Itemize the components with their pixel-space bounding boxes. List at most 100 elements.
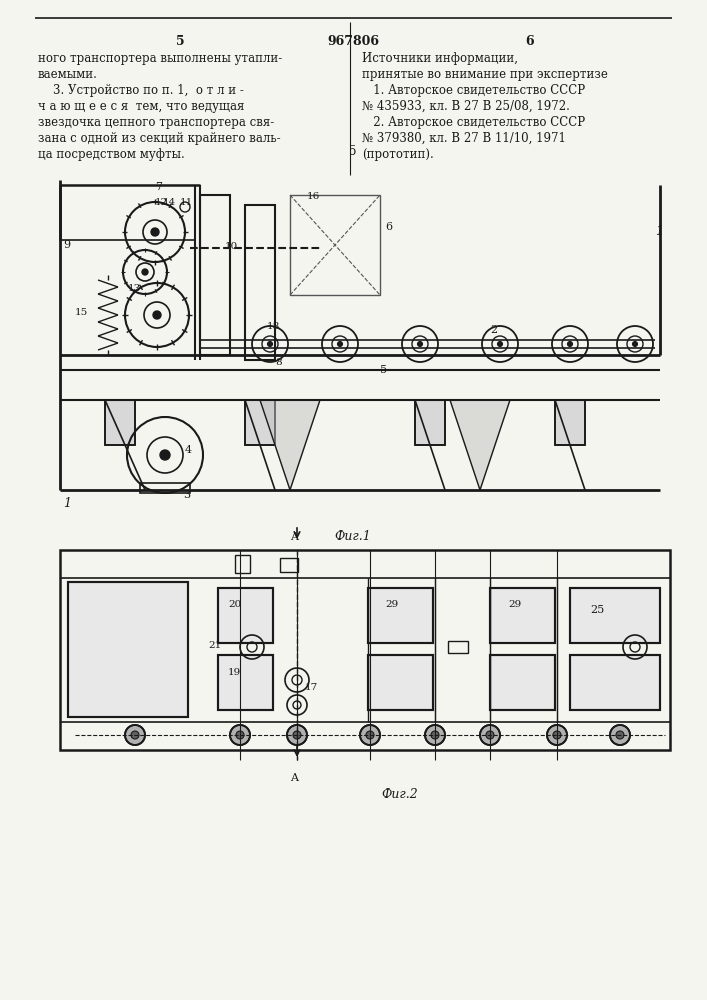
- Bar: [280, 558, 298, 572]
- Text: 12: 12: [155, 198, 168, 207]
- Bar: [218, 655, 273, 710]
- Text: 15: 15: [75, 308, 88, 317]
- Bar: [490, 655, 555, 710]
- Circle shape: [568, 342, 573, 347]
- Bar: [490, 655, 555, 710]
- Circle shape: [230, 725, 250, 745]
- Bar: [368, 655, 433, 710]
- Text: 2. Авторское свидетельство СССР: 2. Авторское свидетельство СССР: [362, 116, 585, 129]
- Bar: [490, 588, 555, 643]
- Bar: [140, 483, 190, 493]
- Circle shape: [153, 311, 161, 319]
- Text: 11: 11: [180, 198, 193, 207]
- Text: 13: 13: [128, 284, 141, 293]
- Circle shape: [267, 342, 272, 347]
- Text: ца посредством муфты.: ца посредством муфты.: [38, 148, 185, 161]
- Circle shape: [366, 731, 374, 739]
- Circle shape: [360, 725, 380, 745]
- Text: Фиг.2: Фиг.2: [382, 788, 419, 801]
- Circle shape: [480, 725, 500, 745]
- Bar: [555, 400, 585, 445]
- Bar: [415, 400, 445, 445]
- Text: ваемыми.: ваемыми.: [38, 68, 98, 81]
- Bar: [368, 588, 433, 643]
- Circle shape: [236, 731, 244, 739]
- Bar: [200, 195, 230, 355]
- Text: 3. Устройство по п. 1,  о т л и -: 3. Устройство по п. 1, о т л и -: [38, 84, 244, 97]
- Circle shape: [425, 725, 445, 745]
- Text: 1: 1: [655, 225, 663, 238]
- Bar: [570, 588, 660, 643]
- Text: № 435933, кл. В 27 В 25/08, 1972.: № 435933, кл. В 27 В 25/08, 1972.: [362, 100, 570, 113]
- Text: 9: 9: [63, 240, 70, 250]
- Text: принятые во внимание при экспертизе: принятые во внимание при экспертизе: [362, 68, 608, 81]
- Bar: [245, 400, 275, 445]
- Text: зана с одной из секций крайнего валь-: зана с одной из секций крайнего валь-: [38, 132, 281, 145]
- Text: 5: 5: [349, 145, 357, 158]
- Text: 10: 10: [225, 242, 238, 251]
- Circle shape: [431, 731, 439, 739]
- Bar: [60, 550, 670, 750]
- Text: 6: 6: [526, 35, 534, 48]
- Text: Источники информации,: Источники информации,: [362, 52, 518, 65]
- Circle shape: [125, 725, 145, 745]
- Bar: [290, 195, 380, 295]
- Bar: [570, 655, 660, 710]
- Text: 16: 16: [307, 192, 320, 201]
- Bar: [368, 588, 433, 643]
- Polygon shape: [450, 400, 510, 490]
- Bar: [218, 655, 273, 710]
- Circle shape: [553, 731, 561, 739]
- Text: Фиг.1: Фиг.1: [334, 530, 371, 543]
- Circle shape: [160, 450, 170, 460]
- Text: 29: 29: [508, 600, 521, 609]
- Text: 17: 17: [305, 683, 318, 692]
- Text: 19: 19: [228, 668, 241, 677]
- Text: 5: 5: [380, 365, 387, 375]
- Text: A: A: [290, 532, 298, 542]
- Circle shape: [151, 228, 159, 236]
- Bar: [555, 400, 585, 445]
- Circle shape: [142, 269, 148, 275]
- Bar: [218, 588, 273, 643]
- Circle shape: [337, 342, 342, 347]
- Text: 967806: 967806: [327, 35, 379, 48]
- Text: 3: 3: [183, 490, 190, 500]
- Text: 20: 20: [228, 600, 241, 609]
- Text: 7: 7: [155, 182, 162, 192]
- Text: 8: 8: [275, 358, 281, 367]
- Text: звездочка цепного транспортера свя-: звездочка цепного транспортера свя-: [38, 116, 274, 129]
- Text: 18: 18: [267, 322, 280, 331]
- Text: 4: 4: [185, 445, 192, 455]
- Bar: [105, 400, 135, 445]
- Text: 6: 6: [385, 222, 392, 232]
- Bar: [368, 655, 433, 710]
- Polygon shape: [260, 400, 320, 490]
- Bar: [415, 400, 445, 445]
- Bar: [570, 655, 660, 710]
- Text: 29: 29: [385, 600, 398, 609]
- Bar: [490, 588, 555, 643]
- Bar: [245, 205, 275, 360]
- Bar: [68, 582, 188, 717]
- Text: 1: 1: [63, 497, 71, 510]
- Circle shape: [610, 725, 630, 745]
- Text: 2: 2: [490, 325, 497, 335]
- Text: 25: 25: [590, 605, 604, 615]
- Text: 14: 14: [163, 198, 176, 207]
- Circle shape: [547, 725, 567, 745]
- Circle shape: [616, 731, 624, 739]
- Circle shape: [418, 342, 423, 347]
- Text: ного транспортера выполнены утапли-: ного транспортера выполнены утапли-: [38, 52, 282, 65]
- Bar: [448, 641, 468, 653]
- Circle shape: [131, 731, 139, 739]
- Text: 5: 5: [175, 35, 185, 48]
- Text: 21: 21: [208, 641, 221, 650]
- Bar: [245, 400, 275, 445]
- Circle shape: [293, 731, 301, 739]
- Bar: [235, 555, 250, 573]
- Circle shape: [633, 342, 638, 347]
- Text: № 379380, кл. В 27 В 11/10, 1971: № 379380, кл. В 27 В 11/10, 1971: [362, 132, 566, 145]
- Bar: [105, 400, 135, 445]
- Bar: [218, 588, 273, 643]
